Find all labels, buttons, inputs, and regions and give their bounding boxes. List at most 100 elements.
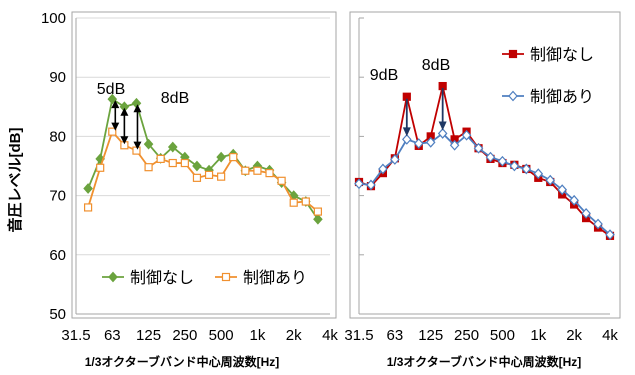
legend-marker <box>508 90 518 102</box>
arrow-head <box>402 127 411 137</box>
data-point <box>192 173 202 182</box>
legend-label: 制御あり <box>243 269 307 287</box>
y-tick-label: 100 <box>41 10 66 27</box>
y-tick-label: 80 <box>49 128 66 145</box>
data-point <box>216 151 226 163</box>
y-tick-label: 50 <box>49 306 66 323</box>
annotation-label: 5dB <box>97 81 125 98</box>
legend-marker <box>221 272 231 282</box>
legend-label: 制御なし <box>530 46 594 64</box>
x-tick-label: 250 <box>172 327 197 344</box>
data-point <box>402 133 412 145</box>
data-point <box>132 146 141 155</box>
series-line-controlled <box>358 132 611 236</box>
series-layer <box>83 81 615 241</box>
data-point <box>143 138 154 150</box>
arrow-head <box>133 104 142 113</box>
data-point <box>241 166 250 175</box>
data-point <box>108 127 117 136</box>
x-tick-label: 500 <box>490 327 515 344</box>
data-point <box>509 160 520 172</box>
legend-marker <box>108 271 118 283</box>
data-point <box>461 129 472 141</box>
data-point <box>485 151 496 163</box>
x-tick-label: 63 <box>387 327 404 344</box>
x-tick-label: 1k <box>530 327 546 344</box>
data-point <box>605 229 615 241</box>
annotation-label: 8dB <box>422 57 450 74</box>
data-point <box>168 158 177 168</box>
x-axis-title-left: 1/3オクターブバンド中心周波数[Hz] <box>85 354 280 369</box>
series-line-uncontrolled <box>87 97 319 220</box>
data-point <box>313 207 323 216</box>
arrow-head <box>120 107 129 116</box>
data-point <box>301 197 310 206</box>
y-axis-title: 音圧レベル[dB] <box>6 128 24 233</box>
data-point <box>473 142 484 154</box>
data-point <box>204 170 214 179</box>
data-point <box>156 154 165 163</box>
x-tick-label: 1k <box>250 327 266 344</box>
data-point <box>83 203 93 212</box>
annotation-label: 9dB <box>370 67 398 84</box>
arrow-head <box>120 136 129 145</box>
arrow-head <box>438 121 447 131</box>
data-point <box>96 163 105 172</box>
data-point <box>569 194 579 206</box>
data-point <box>413 138 424 149</box>
legend-label: 制御なし <box>130 269 194 287</box>
x-tick-labels: 31.5 63 125 250 500 1k 2k 4k 31.5 63 125 250 500 1k 2k… <box>61 327 618 344</box>
arrow-head <box>133 141 142 150</box>
data-point <box>390 154 400 165</box>
gridlines <box>75 17 610 315</box>
x-tick-label: 2k <box>286 327 302 344</box>
data-point <box>313 213 323 225</box>
x-tick-label: 250 <box>454 327 479 344</box>
data-point <box>425 136 436 148</box>
data-point <box>449 139 460 151</box>
data-point <box>253 166 262 175</box>
x-axis-title-right: 1/3オクターブバンド中心周波数[Hz] <box>387 354 582 369</box>
plot-frame <box>71 11 337 319</box>
data-point <box>83 183 93 194</box>
data-point <box>437 128 448 139</box>
data-point <box>545 174 556 186</box>
data-point <box>593 218 603 230</box>
data-point <box>107 93 118 105</box>
x-tick-label: 4k <box>602 327 618 344</box>
x-tick-label: 125 <box>136 327 161 344</box>
data-point <box>265 169 274 178</box>
data-point <box>557 184 567 196</box>
data-point <box>229 153 238 162</box>
data-point <box>581 207 591 219</box>
data-point <box>144 163 153 172</box>
plot-frame <box>349 11 621 319</box>
x-tick-label: 31.5 <box>61 327 90 344</box>
data-point <box>289 198 298 207</box>
x-tick-label: 125 <box>418 327 443 344</box>
data-point <box>217 172 226 181</box>
data-point <box>167 141 178 153</box>
y-tick-label: 70 <box>49 188 66 205</box>
plot-frames <box>71 11 621 319</box>
x-tick-label: 500 <box>209 327 234 344</box>
annotation-layer: 5dB 8dB 9dB 8dB <box>97 57 450 150</box>
legend-label: 制御あり <box>530 88 594 106</box>
y-tick-label: 60 <box>49 247 66 264</box>
data-point <box>497 155 508 167</box>
legend-marker <box>508 49 518 59</box>
data-point <box>521 163 532 175</box>
data-point <box>533 168 544 180</box>
data-point <box>354 178 364 190</box>
data-point <box>192 160 202 172</box>
x-tick-label: 2k <box>566 327 582 344</box>
y-tick-labels: 100 90 80 70 60 50 <box>41 10 66 323</box>
y-tick-label: 90 <box>49 69 66 86</box>
annotation-label: 8dB <box>161 90 189 107</box>
data-point <box>378 163 388 175</box>
data-point <box>366 179 376 191</box>
x-tick-label: 31.5 <box>344 327 373 344</box>
